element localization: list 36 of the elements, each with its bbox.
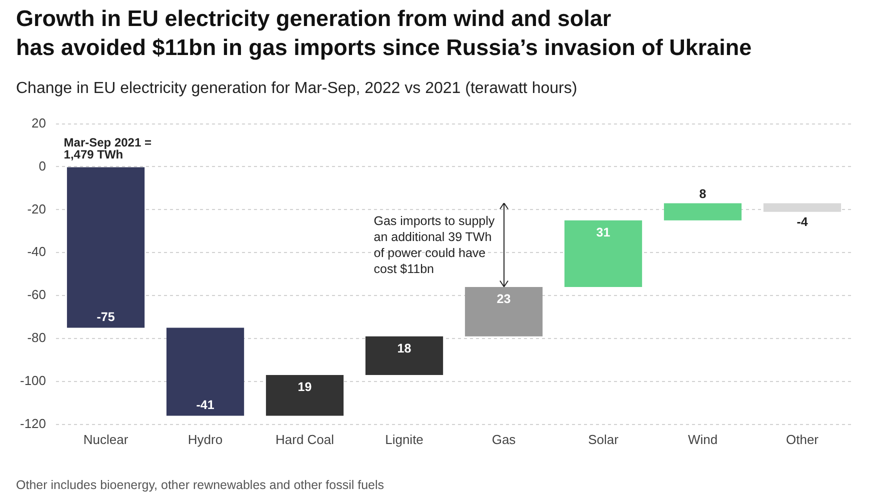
data-label: 23 [496, 292, 511, 306]
chart-subtitle: Change in EU electricity generation for Mar-Sep, 2022 vs 2021 (terawatt hours) [16, 80, 578, 98]
x-tick-label: Solar [588, 432, 620, 447]
y-tick-label: -60 [27, 287, 46, 302]
bar [365, 336, 444, 376]
text: Other includes bioenergy, other rewnewables and other fossil fuels [16, 478, 384, 492]
data-label: 8 [699, 187, 706, 202]
bar [664, 203, 742, 220]
bar [66, 167, 145, 328]
annotation: Mar-Sep 2021 = 1,479 TWh [64, 136, 152, 162]
data-label: 18 [397, 341, 412, 356]
x-tick-label: Wind [688, 432, 718, 447]
x-tick-label: Other [786, 432, 820, 447]
bar [166, 328, 244, 416]
y-tick-label: -40 [27, 244, 46, 260]
y-tick-label: 0 [38, 158, 46, 174]
x-tick-label: Gas [492, 432, 516, 447]
y-tick-label: 20 [32, 115, 46, 130]
bar [266, 375, 344, 416]
y-tick-label: -100 [20, 373, 46, 388]
data-label: -75 [96, 310, 115, 324]
data-label: -4 [796, 214, 808, 229]
x-tick-label: Hard Coal [275, 432, 334, 447]
data-label: -41 [196, 398, 214, 412]
y-tick-label: -120 [20, 416, 46, 431]
x-tick-label: Hydro [188, 432, 223, 447]
chart-title: Growth in EU electricity generation from wind and solar has avoided $11bn in gas imports since Russia’s invasion of Ukraine [16, 5, 752, 62]
x-tick-label: Nuclear [83, 432, 129, 447]
y-tick-label: -20 [27, 201, 46, 216]
bar [564, 220, 642, 287]
bar [464, 286, 543, 336]
data-label: 31 [596, 225, 610, 240]
x-tick-label: Lignite [385, 432, 424, 447]
annotation: Gas imports to supply an additional 39 TWh of power could have cost $11bn [374, 214, 496, 276]
y-tick-label: -80 [27, 330, 46, 346]
data-label: 19 [298, 380, 312, 394]
